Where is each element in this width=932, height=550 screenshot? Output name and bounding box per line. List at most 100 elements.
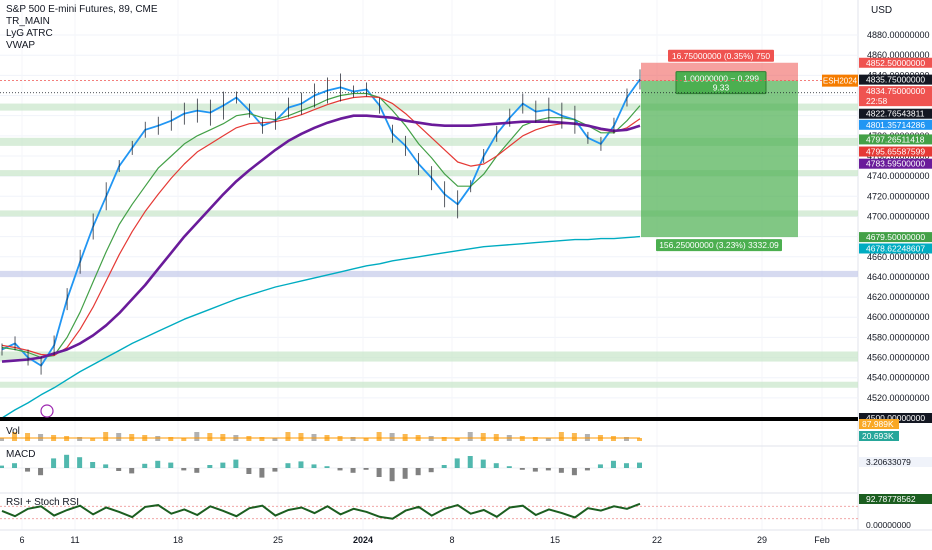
volume-bar	[194, 432, 200, 441]
series-ma	[1, 114, 641, 363]
x-tick-label: 22	[652, 535, 662, 545]
replay-icon	[40, 404, 54, 418]
macd-histogram-bar	[519, 468, 525, 470]
price-label: 4500.00000000	[866, 413, 925, 423]
series-vwap	[1, 235, 641, 419]
rsi-line	[1, 502, 641, 520]
vol-pane-label[interactable]: Vol	[6, 426, 20, 437]
zone-band	[0, 381, 858, 388]
macd-histogram-bar	[545, 468, 551, 471]
macd-histogram-bar	[584, 468, 590, 471]
macd-histogram-bar	[233, 459, 239, 468]
price-label: 4852.50000000	[866, 58, 925, 68]
volume-bar	[623, 437, 629, 441]
macd-histogram-bar	[311, 464, 317, 468]
price-label: 4834.75000000	[866, 86, 925, 96]
target-label: 156.25000000 (3.23%) 3332.09	[659, 240, 779, 250]
indicator-label-2[interactable]: LyG ATRC	[6, 28, 53, 39]
stoch-rsi-value: 0.00000000	[866, 520, 911, 530]
y-tick-label: 4580.00000000	[867, 332, 930, 342]
x-tick-label: 11	[70, 535, 79, 545]
vol-value-bg	[859, 419, 899, 429]
y-tick-label: 4620.00000000	[867, 292, 930, 302]
price-label-bg	[859, 134, 932, 145]
macd-histogram-bar	[337, 468, 343, 471]
macd-histogram-bar	[376, 468, 382, 477]
macd-histogram-bar	[207, 465, 213, 468]
indicator-label-3[interactable]: VWAP	[6, 40, 36, 51]
ratio-label-1: 1.00000000 ~ 0.299	[683, 74, 759, 84]
currency-button[interactable]: USD	[871, 5, 893, 16]
countdown-label: 22:58	[866, 96, 888, 106]
macd-histogram-bar	[12, 463, 18, 468]
price-label-bg	[859, 158, 932, 169]
macd-histogram-bar	[402, 468, 408, 479]
price-label: 4678.62248607	[866, 243, 925, 253]
price-label-bg	[859, 146, 932, 157]
series-price	[1, 78, 641, 367]
rsi-value: 92.78778562	[866, 494, 916, 504]
price-label-bg	[859, 119, 932, 130]
price-label-bg	[859, 108, 932, 119]
macd-histogram-bar	[415, 468, 421, 476]
volume-bar	[298, 433, 304, 441]
indicator-label-1[interactable]: TR_MAIN	[6, 16, 50, 27]
x-tick-label: 8	[449, 535, 454, 545]
y-tick-label: 4740.00000000	[867, 171, 930, 181]
rsi-value-bg	[859, 494, 932, 504]
y-tick-label: 4880.00000000	[867, 30, 930, 40]
volume-bar	[103, 432, 109, 441]
price-axis-labels: ESH2024 4852.50000000 4835.750000004834.75…	[822, 57, 932, 423]
price-label: 4679.50000000	[866, 232, 925, 242]
indicator-panes: 87.989K 20.693K 3.20633079 92.78778562 0.000…	[0, 404, 932, 530]
macd-histogram-bar	[298, 461, 304, 468]
volume-bar	[77, 437, 83, 441]
macd-histogram-bar	[38, 468, 44, 476]
macd-histogram-bar	[246, 468, 252, 474]
y-tick-label: 4860.00000000	[867, 50, 930, 60]
y-tick-label: 4520.00000000	[867, 393, 930, 403]
macd-pane-label[interactable]: MACD	[6, 449, 36, 460]
ratio-label-2: 9.33	[713, 83, 730, 93]
volume-bar	[363, 438, 369, 441]
vol-value-bg	[859, 431, 899, 441]
macd-histogram-bar	[428, 468, 434, 473]
price-label: 4835.75000000	[866, 75, 925, 85]
time-axis: 6 11 18 25 2024 8 15 22 29 Feb	[0, 529, 932, 545]
rsi-pane-label[interactable]: RSI + Stoch RSI	[6, 497, 80, 508]
price-label: 4797.26511418	[866, 134, 925, 144]
x-tick-label: 6	[19, 535, 24, 545]
volume-bar	[480, 433, 486, 441]
price-series	[1, 69, 641, 419]
price-label: 4822.76543811	[866, 109, 925, 119]
volume-bar	[0, 438, 4, 441]
volume-bar	[558, 432, 564, 441]
zone-band	[0, 170, 858, 177]
macd-histogram-bar	[441, 465, 447, 468]
target-zone	[641, 80, 798, 238]
volume-bar	[12, 432, 18, 441]
macd-histogram-bar	[480, 459, 486, 468]
macd-histogram-bar	[168, 462, 174, 468]
y-tick-label: 4540.00000000	[867, 373, 930, 383]
x-tick-label: 15	[550, 535, 560, 545]
macd-histogram-bar	[558, 468, 564, 473]
price-label-bg	[859, 57, 932, 68]
y-tick-label: 4560.00000000	[867, 353, 930, 363]
volume-bar	[285, 432, 291, 441]
volume-bar	[389, 433, 395, 441]
macd-value: 3.20633079	[866, 457, 911, 467]
y-tick-label: 4660.00000000	[867, 252, 930, 262]
macd-histogram-bar	[181, 468, 187, 471]
price-label-bg	[859, 74, 932, 85]
volume-bar	[90, 438, 96, 441]
zone-band	[0, 270, 858, 277]
macd-histogram-bar	[64, 454, 70, 468]
macd-histogram-bar	[389, 468, 395, 482]
volume-bar	[532, 437, 538, 441]
price-label-bg	[859, 232, 932, 243]
macd-histogram-bar	[532, 468, 538, 472]
price-label-bg	[859, 86, 932, 107]
y-tick-label: 4600.00000000	[867, 312, 930, 322]
